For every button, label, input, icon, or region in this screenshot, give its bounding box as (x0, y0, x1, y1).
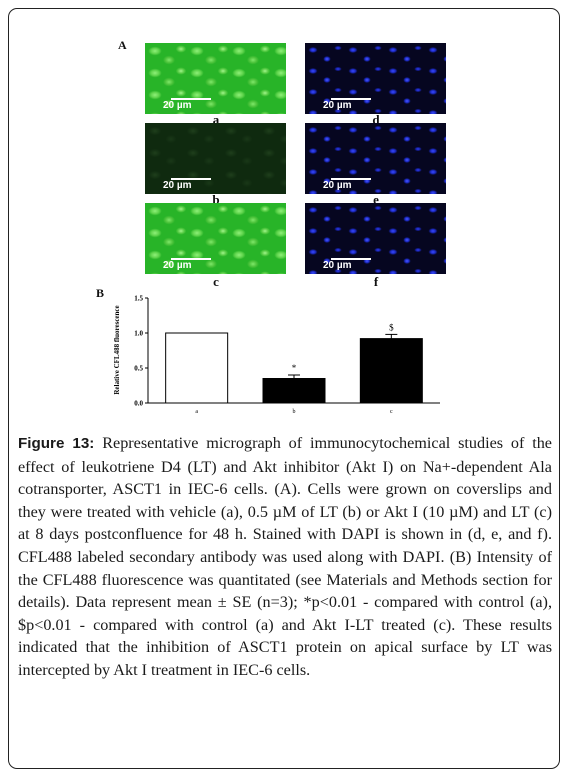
micrograph-c: 20 µm (145, 203, 286, 274)
significance-marker: $ (389, 322, 394, 332)
micrograph-d: 20 µm (305, 43, 446, 114)
micrograph-b: 20 µm (145, 123, 286, 194)
caption-text: Representative micrograph of immunocytoc… (18, 434, 552, 679)
figure-label-a: A (118, 38, 127, 52)
micrograph-f: 20 µm (305, 203, 446, 274)
y-tick-label: 1.5 (134, 295, 143, 303)
y-tick-label: 0.0 (134, 400, 143, 408)
x-tick-label: b (293, 409, 296, 415)
x-tick-label: c (390, 409, 393, 415)
panel-label-c: c (213, 274, 219, 289)
bar-chart: Relative CFL488 fluorescence 0.0 0.5 1.0 1.… (113, 295, 440, 415)
bar-b (262, 378, 326, 404)
panel-label-a: a (212, 112, 220, 127)
figure-frame (8, 8, 560, 769)
micrograph-a: 20 µm (145, 43, 286, 114)
bar-a (165, 332, 229, 404)
panel-label-b: b (212, 192, 220, 207)
panel-label-d: d (372, 112, 380, 127)
y-axis-label: Relative CFL488 fluorescence (113, 305, 121, 394)
significance-marker: * (292, 363, 297, 373)
caption-label: Figure 13: (18, 435, 95, 452)
x-tick-label: a (195, 409, 198, 415)
figure-caption: Figure 13: Representative micrograph of … (18, 432, 552, 682)
panel-label-f: f (373, 274, 379, 289)
figure-label-b: B (96, 286, 105, 300)
y-tick-label: 0.5 (134, 365, 143, 373)
plot-area: 0.0 0.5 1.0 1.5 a * b $ c (134, 295, 440, 415)
panel-label-e: e (373, 192, 379, 207)
bar-c (359, 338, 423, 404)
micrograph-e: 20 µm (305, 123, 446, 194)
y-tick-label: 1.0 (134, 330, 143, 338)
